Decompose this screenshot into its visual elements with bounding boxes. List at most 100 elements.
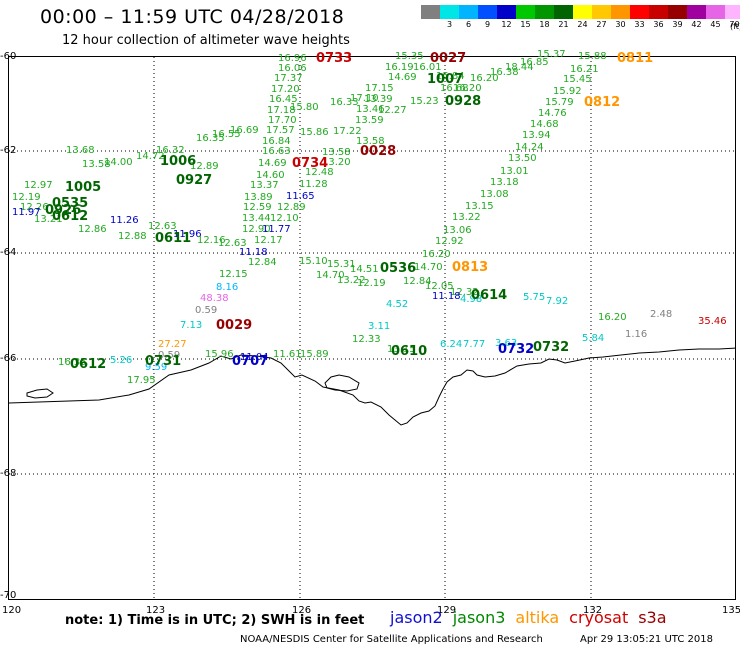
scale-bin: 12 xyxy=(497,5,516,31)
scale-unit: (ft) xyxy=(730,22,740,31)
wave-height-value: 15.84 xyxy=(436,71,465,82)
wave-height-value: 18.44 xyxy=(505,62,534,73)
scale-bin: 39 xyxy=(668,5,687,31)
scale-bin: 24 xyxy=(573,5,592,31)
lat-label-70: -70 xyxy=(0,590,17,601)
wave-height-value: 14.00 xyxy=(104,157,133,168)
wave-height-value: 14.60 xyxy=(256,170,285,181)
wave-height-value: 11.18 xyxy=(432,291,461,302)
lon-label-126: 126 xyxy=(292,605,312,616)
wave-height-value: 13.22 xyxy=(452,212,481,223)
wave-height-value: 16.38 xyxy=(490,67,519,78)
scale-label: 36 xyxy=(653,20,664,29)
wave-height-value: 13.15 xyxy=(387,344,416,355)
wave-height-value: 12.84 xyxy=(248,257,277,268)
footer-note: note: 1) Time is in UTC; 2) SWH is in fe… xyxy=(65,613,365,628)
wave-height-value: 13.68 xyxy=(66,145,95,156)
map-canvas xyxy=(9,57,735,599)
wave-height-value: 13.39 xyxy=(364,94,393,105)
wave-height-value: 15.88 xyxy=(578,51,607,62)
wave-height-value: 12.89 xyxy=(190,161,219,172)
scale-swatch xyxy=(668,5,687,19)
wave-height-value: 13.37 xyxy=(250,180,279,191)
track-time-label: 0813 xyxy=(452,260,489,275)
wave-height-value: 15.92 xyxy=(553,86,582,97)
wave-height-value: 14.72 xyxy=(136,151,165,162)
scale-swatch xyxy=(516,5,535,19)
wave-height-value: 14.76 xyxy=(538,108,567,119)
wave-height-value: 16.68 xyxy=(440,83,469,94)
wave-height-value: 15.79 xyxy=(545,97,574,108)
scale-label: 12 xyxy=(501,20,512,29)
wave-height-value: 15.31 xyxy=(327,259,356,270)
wave-height-value: 16.45 xyxy=(269,94,298,105)
track-time-label: 1007 xyxy=(427,72,464,87)
scale-bin: 70 xyxy=(725,5,740,31)
wave-height-value: 12.90 xyxy=(242,224,271,235)
wave-height-value: 16.35 xyxy=(196,133,225,144)
wave-height-value: 13.22 xyxy=(337,275,366,286)
satellite-s3a: s3a xyxy=(638,608,667,627)
wave-height-value: 17.57 xyxy=(266,125,295,136)
wave-height-value: 16.21 xyxy=(570,64,599,75)
wave-height-value: 17.15 xyxy=(365,83,394,94)
scale-label: 9 xyxy=(484,20,491,29)
scale-label: 21 xyxy=(558,20,569,29)
wave-height-value: 14.51 xyxy=(350,264,379,275)
wave-height-value: 5.75 xyxy=(523,292,546,303)
track-time-label: 0732 xyxy=(498,342,535,357)
scale-swatch xyxy=(459,5,478,19)
scale-label: 3 xyxy=(446,20,453,29)
scale-swatch xyxy=(421,5,440,19)
wave-height-value: 2.48 xyxy=(650,309,673,320)
generated-timestamp: Apr 29 13:05:21 UTC 2018 xyxy=(580,634,713,645)
wave-height-value: 11.04 xyxy=(240,352,269,363)
scale-bin: 6 xyxy=(459,5,478,31)
wave-height-value: 17.20 xyxy=(271,84,300,95)
wave-height-value: 12.63 xyxy=(218,238,247,249)
lon-label-132: 132 xyxy=(583,605,603,616)
wave-height-value: 13.15 xyxy=(465,201,494,212)
track-time-label: 0027 xyxy=(430,51,467,66)
wave-height-value: 16.20 xyxy=(598,312,627,323)
wave-height-value: 17.95 xyxy=(127,375,156,386)
wave-height-value: 14.70 xyxy=(316,270,345,281)
track-time-label: 0733 xyxy=(316,51,353,66)
scale-swatch xyxy=(573,5,592,19)
wave-height-value: 12.63 xyxy=(148,221,177,232)
track-time-label: 0707 xyxy=(232,354,269,369)
wave-height-value: 13.46 xyxy=(356,104,385,115)
satellite-legend: jason2 jason3 altika cryosat s3a xyxy=(390,608,677,627)
graticule xyxy=(9,57,735,599)
wave-height-value: 12.26 xyxy=(20,202,49,213)
wave-height-value: 35.46 xyxy=(698,316,727,327)
satellite-cryosat: cryosat xyxy=(569,608,629,627)
wave-height-value: 11.97 xyxy=(12,207,41,218)
wave-height-value: 11.96 xyxy=(173,229,202,240)
wave-height-value: 0.59 xyxy=(158,350,181,361)
wave-height-value: 12.88 xyxy=(118,231,147,242)
scale-bin: 36 xyxy=(649,5,668,31)
scale-bin: 27 xyxy=(592,5,611,31)
track-time-label: 1006 xyxy=(160,154,197,169)
wave-height-value: 12.19 xyxy=(12,192,41,203)
wave-height-value: 12.32 xyxy=(450,287,479,298)
wave-height-value: 9.59 xyxy=(145,362,168,373)
wave-height-value: 16.85 xyxy=(520,57,549,68)
scale-swatch xyxy=(725,5,740,19)
wave-height-value: 27.27 xyxy=(158,339,187,350)
scale-swatch xyxy=(611,5,630,19)
wave-height-value: 12.59 xyxy=(243,202,272,213)
wave-height-map xyxy=(8,56,736,600)
wave-height-value: 15.96 xyxy=(205,349,234,360)
wave-height-value: 17.37 xyxy=(274,73,303,84)
wave-height-value: 8.16 xyxy=(216,282,239,293)
lat-label-68: -68 xyxy=(0,468,17,479)
wave-height-value: 12.33 xyxy=(352,334,381,345)
wave-height-value: 16.20 xyxy=(422,249,451,260)
wave-height-value: 15.37 xyxy=(537,49,566,60)
scale-label: 42 xyxy=(691,20,702,29)
track-time-label: 0614 xyxy=(471,288,508,303)
scale-label: 27 xyxy=(596,20,607,29)
wave-height-value: 13.94 xyxy=(522,130,551,141)
